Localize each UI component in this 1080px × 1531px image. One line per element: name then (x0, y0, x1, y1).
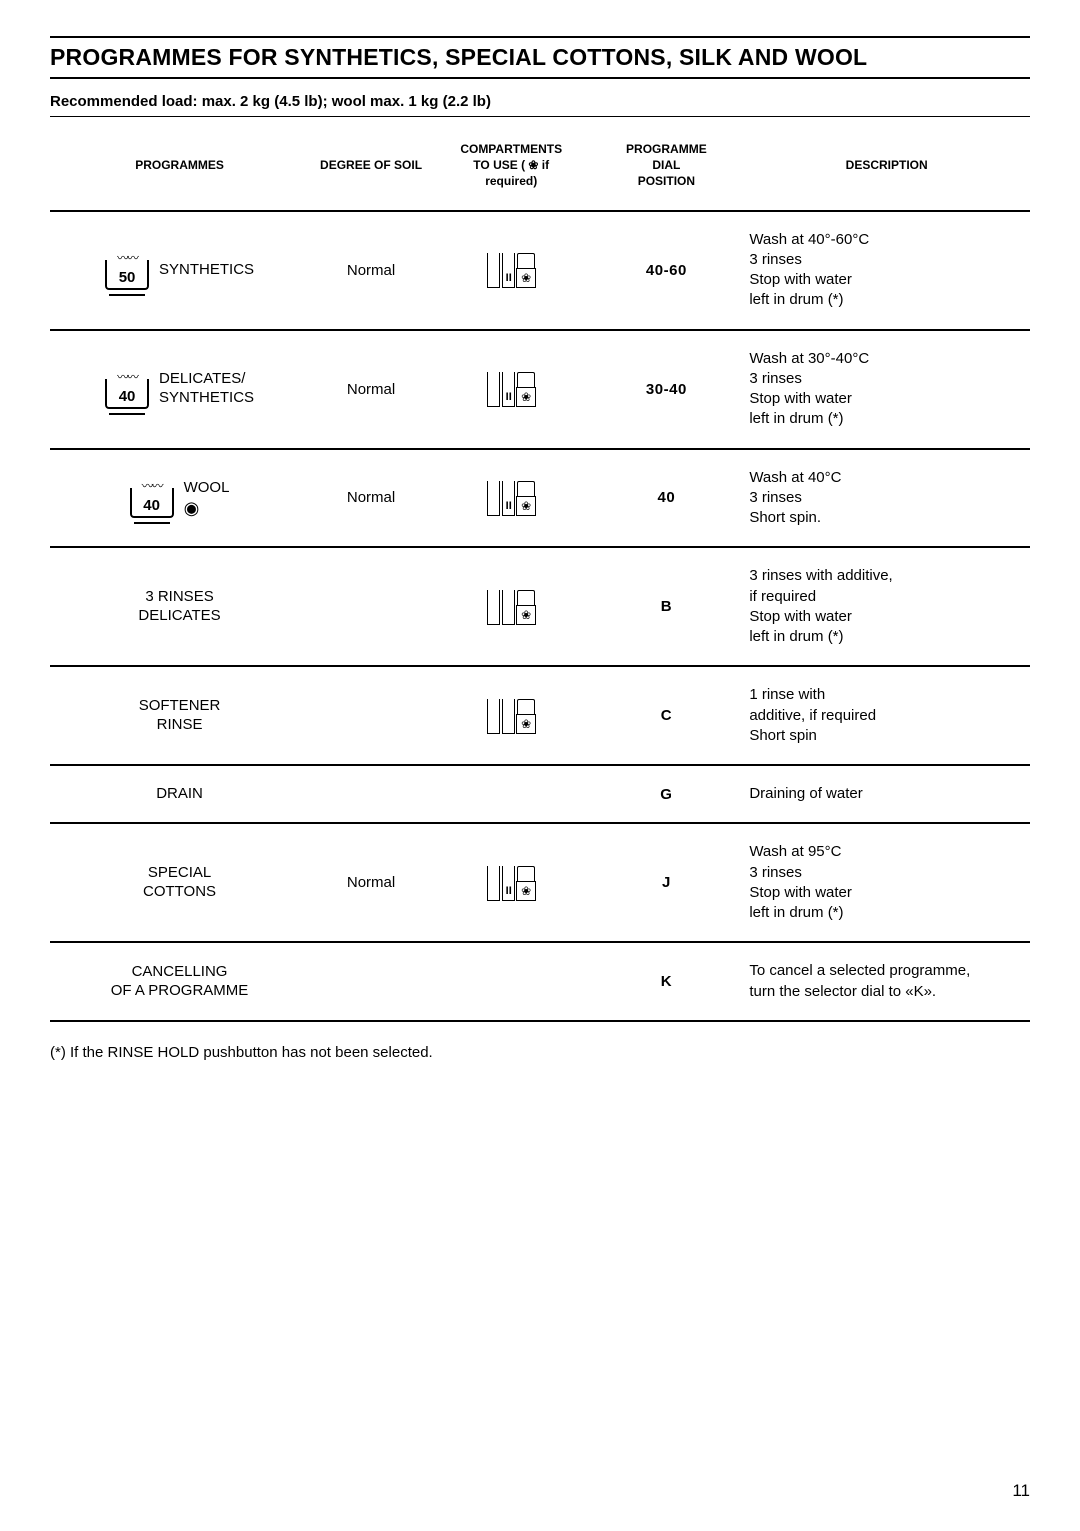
table-row: SPECIALCOTTONS Normal II❀ JWash at 95°C3 ri… (50, 823, 1030, 942)
dial-position: C (589, 666, 743, 765)
compartments-cell: ❀ (433, 666, 589, 765)
soil-cell: Normal (309, 330, 433, 449)
compartments-cell (433, 765, 589, 823)
compartments-icon: II❀ (487, 367, 535, 407)
page-number: 11 (50, 1481, 1030, 1501)
dial-position: B (589, 547, 743, 666)
table-row: 〰〰50 SYNTHETICS Normal II❀ 40-60Wash at 40°-… (50, 211, 1030, 330)
dial-position: 30-40 (589, 330, 743, 449)
header-soil: DEGREE OF SOIL (309, 123, 433, 211)
footnote: (*) If the RINSE HOLD pushbutton has not… (50, 1044, 1030, 1061)
description-cell: Wash at 30°-40°C3 rinsesStop with waterl… (743, 330, 1030, 449)
temperature-icon: 〰〰50 (105, 250, 149, 290)
programmes-table: PROGRAMMES DEGREE OF SOIL COMPARTMENTS T… (50, 123, 1030, 1022)
dial-position: K (589, 942, 743, 1021)
table-row: CANCELLINGOF A PROGRAMME KTo cancel a sel… (50, 942, 1030, 1021)
programme-name: DRAIN (156, 785, 203, 804)
dial-position: 40-60 (589, 211, 743, 330)
compartments-cell: ❀ (433, 547, 589, 666)
description-cell: 3 rinses with additive,if requiredStop w… (743, 547, 1030, 666)
compartments-cell: II❀ (433, 330, 589, 449)
compartments-icon: ❀ (487, 585, 535, 625)
soil-cell: Normal (309, 211, 433, 330)
table-row: 〰〰40 DELICATES/SYNTHETICS Normal II❀ 30-40Wa… (50, 330, 1030, 449)
description-cell: Wash at 95°C3 rinsesStop with waterleft … (743, 823, 1030, 942)
programme-name: WOOL◉ (184, 479, 230, 518)
description-cell: Wash at 40°-60°C3 rinsesStop with waterl… (743, 211, 1030, 330)
compartments-cell: II❀ (433, 211, 589, 330)
programme-name: SYNTHETICS (159, 261, 254, 280)
recommended-load: Recommended load: max. 2 kg (4.5 lb); wo… (50, 93, 1030, 110)
programme-name: CANCELLINGOF A PROGRAMME (111, 963, 249, 1001)
page-title: PROGRAMMES FOR SYNTHETICS, SPECIAL COTTO… (50, 44, 1030, 71)
dial-position: G (589, 765, 743, 823)
dial-position: 40 (589, 449, 743, 548)
title-underline (50, 77, 1030, 79)
top-rule (50, 36, 1030, 38)
compartments-cell: II❀ (433, 449, 589, 548)
compartments-icon: II❀ (487, 248, 535, 288)
temperature-icon: 〰〰40 (105, 369, 149, 409)
soil-cell: Normal (309, 823, 433, 942)
header-description: DESCRIPTION (743, 123, 1030, 211)
compartments-icon: ❀ (487, 694, 535, 734)
header-programmes: PROGRAMMES (50, 123, 309, 211)
programme-name: DELICATES/SYNTHETICS (159, 370, 254, 408)
description-cell: 1 rinse withadditive, if requiredShort s… (743, 666, 1030, 765)
table-row: DRAIN GDraining of water (50, 765, 1030, 823)
soil-cell: Normal (309, 449, 433, 548)
description-cell: To cancel a selected programme,turn the … (743, 942, 1030, 1021)
table-header-row: PROGRAMMES DEGREE OF SOIL COMPARTMENTS T… (50, 123, 1030, 211)
header-compartments: COMPARTMENTS TO USE ( ❀ if required) (433, 123, 589, 211)
programme-name: 3 RINSESDELICATES (138, 588, 220, 626)
soil-cell (309, 547, 433, 666)
compartments-cell (433, 942, 589, 1021)
temperature-icon: 〰〰40 (130, 478, 174, 518)
table-row: 〰〰40 WOOL◉ Normal II❀ 40Wash at 40°C3 rinses… (50, 449, 1030, 548)
dial-position: J (589, 823, 743, 942)
header-dial: PROGRAMME DIAL POSITION (589, 123, 743, 211)
table-row: SOFTENERRINSE ❀ C1 rinse withadditive, if … (50, 666, 1030, 765)
table-body: 〰〰50 SYNTHETICS Normal II❀ 40-60Wash at 40°-… (50, 211, 1030, 1021)
table-row: 3 RINSESDELICATES ❀ B3 rinses with additiv… (50, 547, 1030, 666)
soil-cell (309, 666, 433, 765)
programme-name: SPECIALCOTTONS (143, 864, 216, 902)
compartments-icon: II❀ (487, 861, 535, 901)
soil-cell (309, 942, 433, 1021)
compartments-cell: II❀ (433, 823, 589, 942)
description-cell: Wash at 40°C3 rinsesShort spin. (743, 449, 1030, 548)
subhead-underline (50, 116, 1030, 117)
soil-cell (309, 765, 433, 823)
compartments-icon: II❀ (487, 476, 535, 516)
programme-name: SOFTENERRINSE (139, 697, 221, 735)
description-cell: Draining of water (743, 765, 1030, 823)
